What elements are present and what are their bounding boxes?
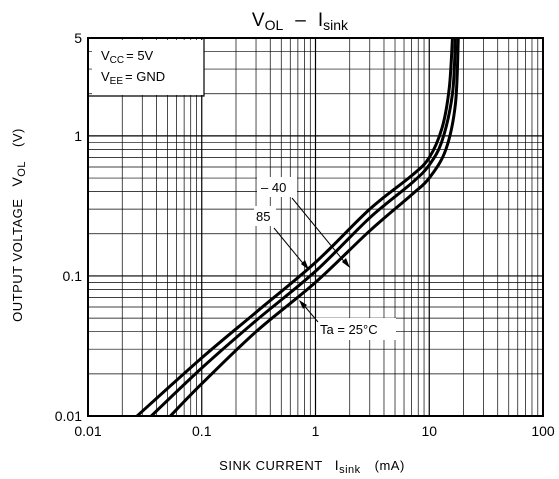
- y-tick-label: 0.1: [63, 268, 83, 284]
- chart-title: VOL – Isink: [252, 10, 349, 33]
- y-tick-label: 0.01: [55, 408, 82, 424]
- conditions-legend: VCC = 5V VEE = GND: [88, 38, 205, 97]
- y-axis-label: OUTPUT VOLTAGEVOL(V): [9, 128, 28, 322]
- annotation-label-25c: Ta = 25°C: [320, 322, 378, 337]
- annotation-arrowhead-25c: [299, 300, 307, 309]
- x-tick-label: 0.01: [74, 423, 101, 439]
- plot-frame: [87, 37, 544, 417]
- y-tick-label: 5: [74, 30, 82, 46]
- annotation-arrow-minus40: [291, 197, 348, 266]
- series-line-ta-25-c: [150, 37, 457, 418]
- x-tick-label: 1: [312, 423, 320, 439]
- annotations: – 40 85 Ta = 25°C: [254, 177, 396, 340]
- condition-vee: VEE = GND: [101, 69, 165, 87]
- x-axis-label: SINK CURRENT Isink (mA): [219, 457, 405, 476]
- y-tick-label: 1: [74, 128, 82, 144]
- condition-vcc: VCC = 5V: [101, 48, 154, 66]
- annotation-bg-minus40: [257, 177, 297, 197]
- annotation-arrow-85: [273, 227, 307, 268]
- x-tick-label: 10: [421, 423, 437, 439]
- annotation-bg-25c: [316, 318, 396, 340]
- annotation-label-85: 85: [256, 209, 270, 224]
- annotation-bg-85: [254, 206, 276, 226]
- conditions-legend-border: [88, 38, 205, 97]
- x-tick-label: 0.1: [192, 423, 212, 439]
- annotation-label-minus40: – 40: [261, 180, 286, 195]
- x-tick-label: 100: [531, 423, 555, 439]
- tick-labels: 0.01 0.1 1 10 100 0.01 0.1 1 5: [55, 30, 555, 439]
- conditions-legend-bg: [92, 40, 204, 95]
- annotation-arrowhead-85: [301, 260, 309, 270]
- series-layer: [136, 37, 460, 418]
- series-line-40: [136, 37, 454, 418]
- annotation-arrowhead-minus40: [342, 258, 350, 268]
- series-line-85: [169, 37, 460, 418]
